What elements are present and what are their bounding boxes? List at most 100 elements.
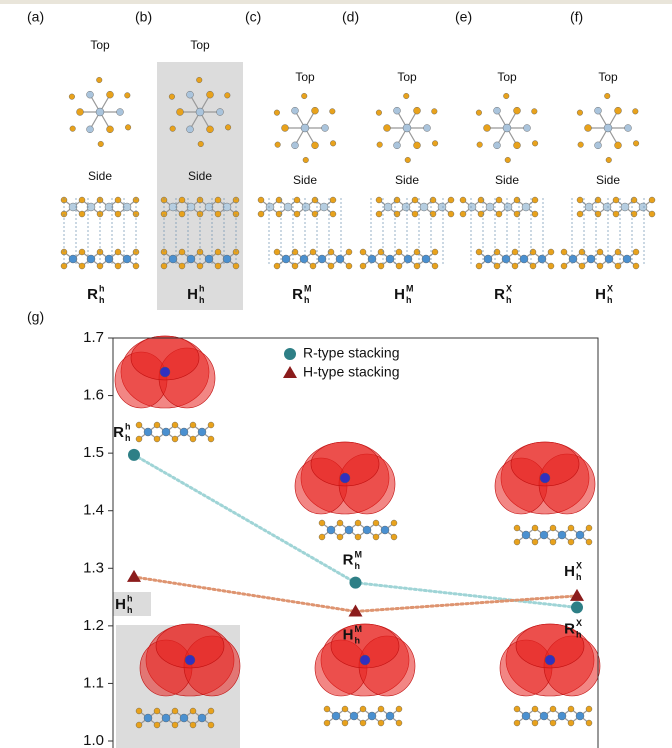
atom xyxy=(281,124,289,132)
atom xyxy=(169,125,176,132)
view-label: Top xyxy=(190,38,210,52)
atom xyxy=(513,106,521,115)
atom xyxy=(78,196,86,204)
atom xyxy=(393,106,401,115)
y-tick-label: 1.0 xyxy=(83,732,104,748)
atom xyxy=(476,141,483,148)
view-label: Side xyxy=(188,169,212,183)
atom xyxy=(531,108,538,115)
atom xyxy=(578,262,586,270)
panel-letter: (b) xyxy=(135,9,152,25)
atom xyxy=(567,538,575,546)
atom xyxy=(375,196,383,204)
atom xyxy=(153,721,161,729)
atom xyxy=(620,202,630,212)
atom xyxy=(114,262,122,270)
atom xyxy=(345,262,353,270)
view-label: Side xyxy=(88,169,112,183)
atom xyxy=(367,711,377,721)
atom xyxy=(189,421,197,429)
atom xyxy=(385,254,395,264)
atom xyxy=(594,196,602,204)
atom xyxy=(513,524,521,532)
atom xyxy=(171,721,179,729)
structures xyxy=(60,77,656,729)
atom xyxy=(577,141,584,148)
label-base: H xyxy=(595,286,606,303)
atom xyxy=(411,210,419,218)
atom xyxy=(207,721,215,729)
atom xyxy=(513,719,521,727)
atom xyxy=(359,705,367,713)
atom xyxy=(265,202,275,212)
atom xyxy=(605,156,612,163)
atom xyxy=(413,141,421,150)
label-base: R xyxy=(87,286,98,303)
atom xyxy=(86,202,96,212)
atom xyxy=(329,210,337,218)
atom xyxy=(345,248,353,256)
atom xyxy=(648,196,656,204)
charge-density xyxy=(330,623,400,669)
atom xyxy=(106,125,114,134)
atom xyxy=(586,254,596,264)
atom xyxy=(529,248,537,256)
atom xyxy=(186,254,196,264)
panel-letter: (c) xyxy=(245,9,261,25)
atom xyxy=(483,254,493,264)
atom xyxy=(549,719,557,727)
view-label: Side xyxy=(293,173,317,187)
atom xyxy=(575,711,585,721)
label-sup: h xyxy=(199,284,205,294)
point xyxy=(571,601,583,614)
atom xyxy=(327,262,335,270)
atom xyxy=(159,366,171,378)
label-sup: X xyxy=(576,618,582,628)
atom xyxy=(576,196,584,204)
atom xyxy=(375,109,382,116)
label-sub: h xyxy=(607,295,613,305)
atom xyxy=(602,202,612,212)
atom xyxy=(311,106,319,115)
atom xyxy=(539,472,551,484)
atom xyxy=(531,538,539,546)
atom xyxy=(584,124,592,132)
atom xyxy=(604,254,614,264)
point xyxy=(348,604,363,617)
label-sup: M xyxy=(304,284,312,294)
atom xyxy=(560,248,568,256)
atom xyxy=(171,707,179,715)
view-label: Top xyxy=(397,70,417,84)
atom xyxy=(531,524,539,532)
atom xyxy=(648,210,656,218)
atom xyxy=(207,707,215,715)
label-sub: h xyxy=(576,572,582,582)
atom xyxy=(76,108,84,116)
atom xyxy=(413,262,421,270)
atom xyxy=(323,719,331,727)
highlight-box xyxy=(113,592,151,616)
atom xyxy=(493,262,501,270)
atom xyxy=(521,202,531,212)
atom xyxy=(341,705,349,713)
atom xyxy=(531,196,539,204)
atom xyxy=(197,140,204,147)
label-sup: M xyxy=(355,549,363,559)
atom xyxy=(309,248,317,256)
atom xyxy=(404,156,411,163)
view-label: Top xyxy=(497,70,517,84)
atom xyxy=(513,210,521,218)
atom xyxy=(214,196,222,204)
atom xyxy=(359,262,367,270)
atom xyxy=(495,210,503,218)
label-sub: h xyxy=(576,630,582,640)
atom xyxy=(96,77,103,84)
atom xyxy=(612,210,620,218)
label-base: R xyxy=(113,424,124,441)
atom xyxy=(594,106,602,115)
atom xyxy=(557,530,567,540)
y-tick-label: 1.2 xyxy=(83,617,104,634)
atom xyxy=(493,248,501,256)
label-sub: h xyxy=(355,561,361,571)
atom xyxy=(495,196,503,204)
